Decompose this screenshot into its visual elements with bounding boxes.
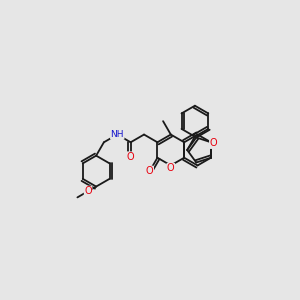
Text: O: O [209,139,217,148]
Text: NH: NH [110,130,124,139]
Text: O: O [167,164,175,173]
Text: O: O [146,166,154,176]
Text: O: O [127,152,134,162]
Text: O: O [84,186,92,196]
